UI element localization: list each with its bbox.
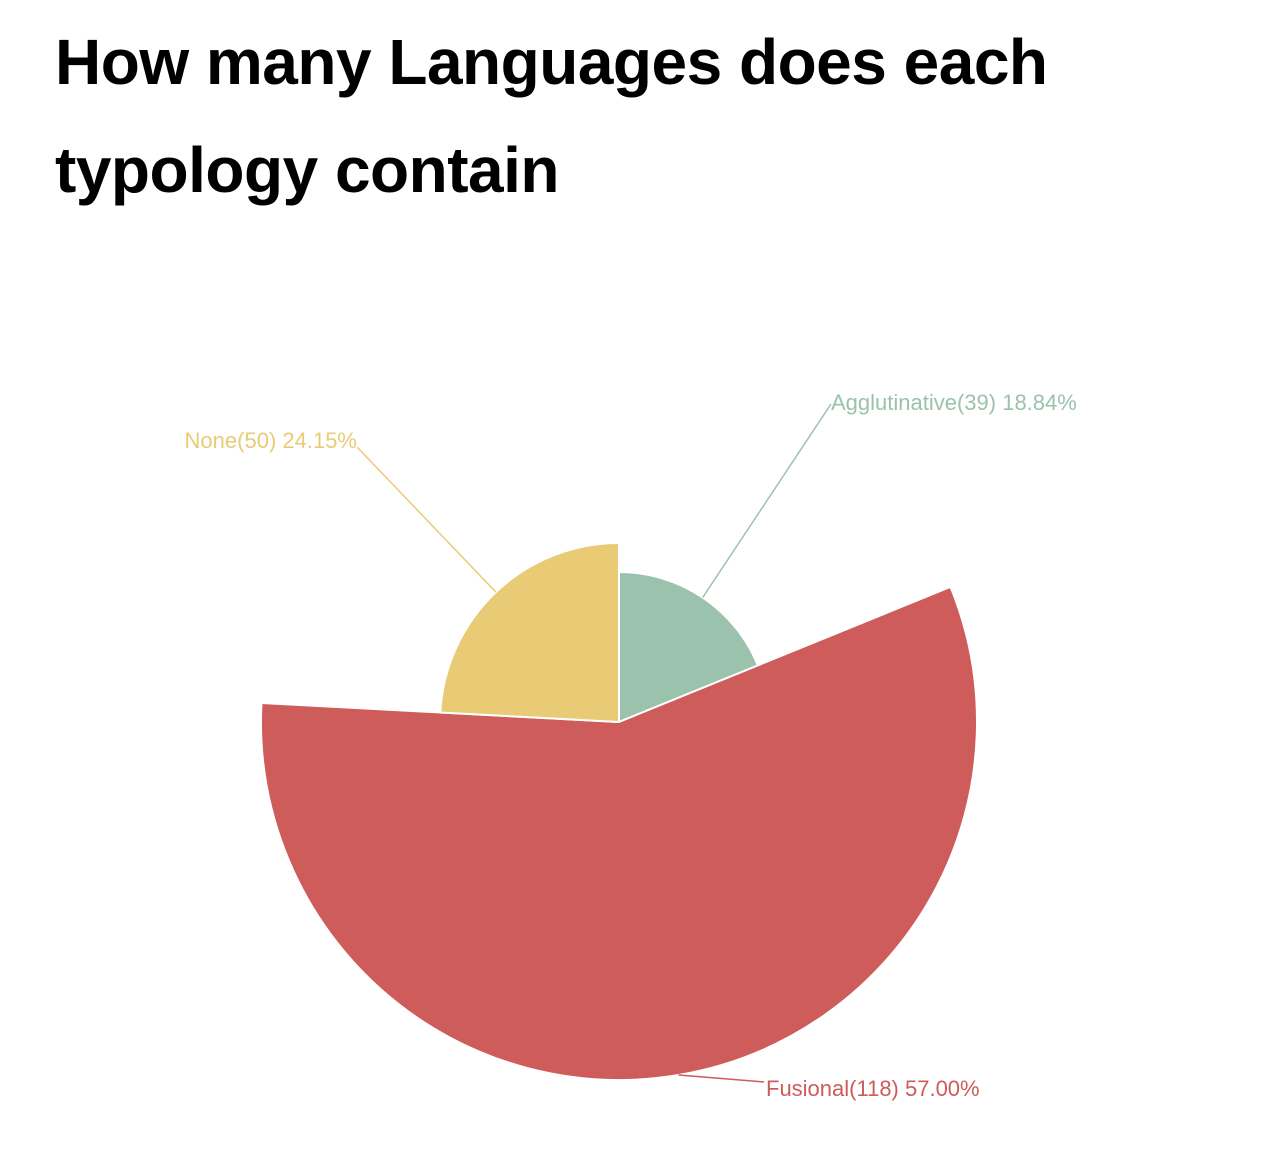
slices-layer bbox=[260, 542, 978, 1081]
label-agglutinative: Agglutinative(39) 18.84% bbox=[831, 390, 1077, 415]
leader-line-fusional bbox=[678, 1074, 765, 1083]
chart-title: How many Languages does each typology co… bbox=[55, 26, 1048, 206]
label-none: None(50) 24.15% bbox=[185, 428, 357, 453]
leader-lines-layer bbox=[356, 403, 832, 1083]
leader-line-agglutinative bbox=[702, 403, 832, 598]
slice-fusional[interactable] bbox=[260, 585, 978, 1081]
leader-line-none bbox=[356, 446, 497, 593]
labels-layer: Agglutinative(39) 18.84% Fusional(118) 57… bbox=[185, 390, 1077, 1101]
slice-none[interactable] bbox=[439, 542, 620, 723]
label-fusional: Fusional(118) 57.00% bbox=[766, 1076, 980, 1101]
